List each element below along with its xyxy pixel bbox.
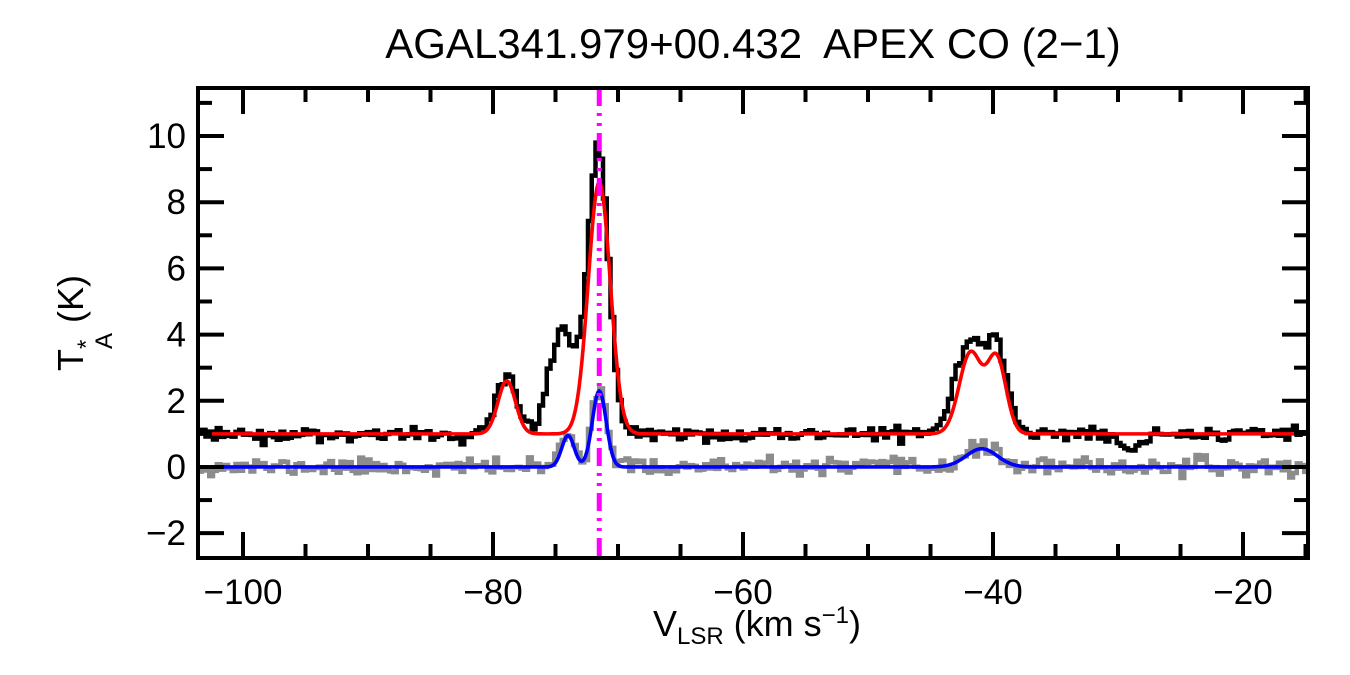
y-tick-label: −2 xyxy=(146,514,186,553)
y-tick-label: 2 xyxy=(167,382,186,421)
chart-title: AGAL341.979+00.432 APEX CO (2−1) xyxy=(385,20,1121,67)
x-tick-label: −20 xyxy=(1213,573,1272,612)
y-axis-label-base: T xyxy=(50,349,92,372)
y-tick-label: 8 xyxy=(167,183,186,222)
y-axis-label-sub: A xyxy=(90,332,118,350)
observed-spectrum-histogram xyxy=(198,140,1308,453)
plot-frame xyxy=(196,86,1310,560)
x-axis-label: VLSR (km s−1) xyxy=(652,602,862,649)
x-axis-label-end: ) xyxy=(849,603,862,644)
x-tick-label: −60 xyxy=(713,573,772,612)
y-axis-label: T * A (K) xyxy=(50,274,118,372)
offset-gaussian-fit xyxy=(198,389,1308,469)
x-axis-label-mid: (km s xyxy=(723,603,822,644)
x-tick-label: −40 xyxy=(963,573,1022,612)
plot-data-layer xyxy=(198,140,1308,481)
x-tick-label: −100 xyxy=(204,573,283,612)
y-tick-label: 4 xyxy=(167,316,186,355)
x-tick-label: −80 xyxy=(463,573,522,612)
y-tick-label: 10 xyxy=(147,117,186,156)
axis-ticks xyxy=(198,88,1308,558)
x-axis-label-sub: LSR xyxy=(676,623,724,651)
y-axis-label-supsub: * A xyxy=(73,332,118,350)
y-tick-label: 0 xyxy=(167,448,186,487)
y-axis-label-end: (K) xyxy=(50,274,92,333)
observed-gaussian-fit xyxy=(198,180,1308,436)
x-axis-label-sup: −1 xyxy=(821,602,850,629)
y-tick-label: 6 xyxy=(167,249,186,288)
x-axis-label-base: V xyxy=(652,603,677,644)
